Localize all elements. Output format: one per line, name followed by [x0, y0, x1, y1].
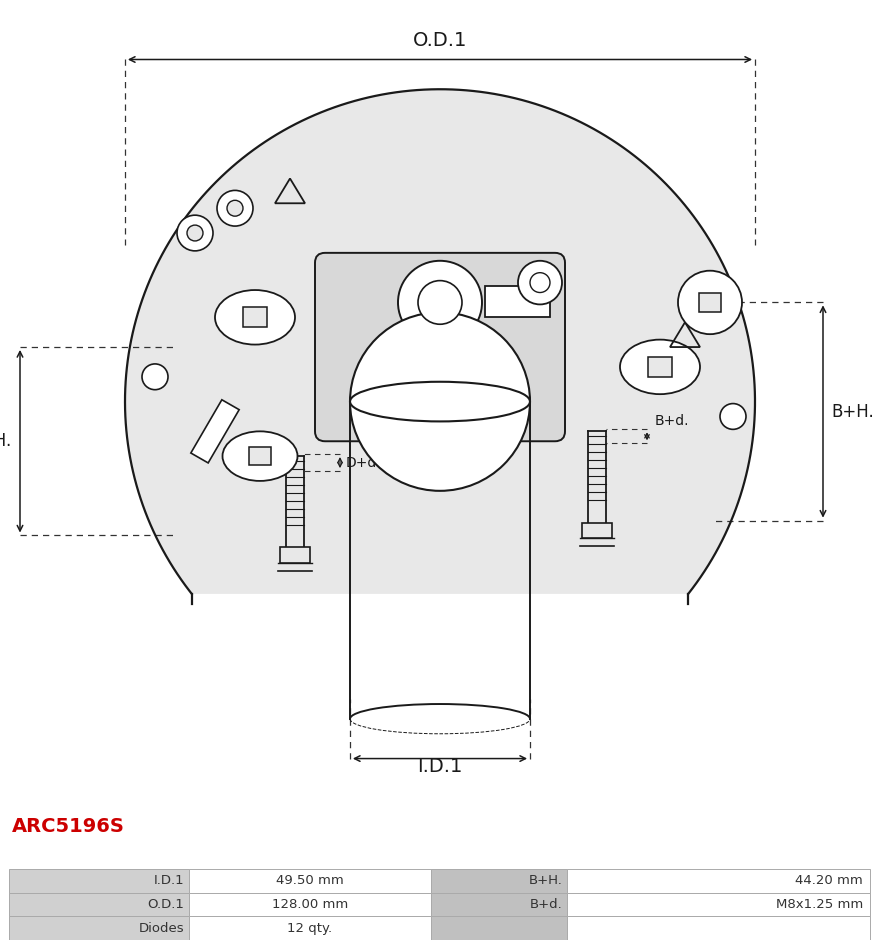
Bar	[698, 292, 720, 312]
Text: 44.20 mm: 44.20 mm	[795, 874, 862, 887]
Text: O.D.1: O.D.1	[148, 898, 184, 911]
Circle shape	[176, 215, 212, 251]
Bar	[9, 916, 189, 940]
Text: D+d.: D+d.	[346, 456, 381, 470]
Text: 49.50 mm: 49.50 mm	[276, 874, 343, 887]
Bar	[189, 916, 430, 940]
Ellipse shape	[215, 290, 295, 345]
Circle shape	[349, 312, 529, 491]
Circle shape	[677, 271, 741, 334]
Bar	[430, 916, 566, 940]
Bar	[566, 916, 869, 940]
Text: 12 qty.: 12 qty.	[287, 921, 332, 934]
Ellipse shape	[222, 431, 297, 481]
Circle shape	[217, 191, 253, 227]
Text: O.D.1: O.D.1	[413, 31, 466, 50]
Bar	[485, 286, 550, 318]
Bar	[189, 893, 430, 916]
Text: M8x1.25 mm: M8x1.25 mm	[775, 898, 862, 911]
Circle shape	[142, 364, 168, 390]
Bar	[9, 869, 189, 893]
Text: Diodes: Diodes	[139, 921, 184, 934]
Circle shape	[227, 200, 242, 216]
Circle shape	[418, 281, 462, 324]
Bar	[430, 869, 566, 893]
Bar	[430, 893, 566, 916]
Polygon shape	[125, 89, 754, 594]
Text: I.D.1: I.D.1	[417, 758, 462, 776]
Bar	[581, 523, 611, 539]
Text: B+d.: B+d.	[529, 898, 562, 911]
Bar	[647, 357, 672, 377]
Text: 128.00 mm: 128.00 mm	[271, 898, 348, 911]
FancyBboxPatch shape	[191, 400, 239, 462]
Text: D+H.: D+H.	[0, 432, 12, 450]
Bar	[9, 893, 189, 916]
Circle shape	[398, 260, 481, 344]
Bar	[566, 869, 869, 893]
Ellipse shape	[619, 339, 699, 394]
Circle shape	[529, 273, 550, 292]
Bar	[242, 307, 267, 327]
Bar	[566, 893, 869, 916]
Circle shape	[517, 260, 561, 305]
Text: B+H.: B+H.	[830, 402, 873, 420]
Circle shape	[719, 403, 745, 430]
FancyBboxPatch shape	[314, 253, 565, 441]
Text: ARC5196S: ARC5196S	[11, 817, 124, 836]
Bar	[280, 547, 310, 563]
Bar	[189, 869, 430, 893]
Text: B+d.: B+d.	[654, 415, 688, 429]
Bar	[248, 447, 270, 465]
Text: I.D.1: I.D.1	[154, 874, 184, 887]
Text: B+H.: B+H.	[528, 874, 562, 887]
Circle shape	[187, 225, 203, 241]
